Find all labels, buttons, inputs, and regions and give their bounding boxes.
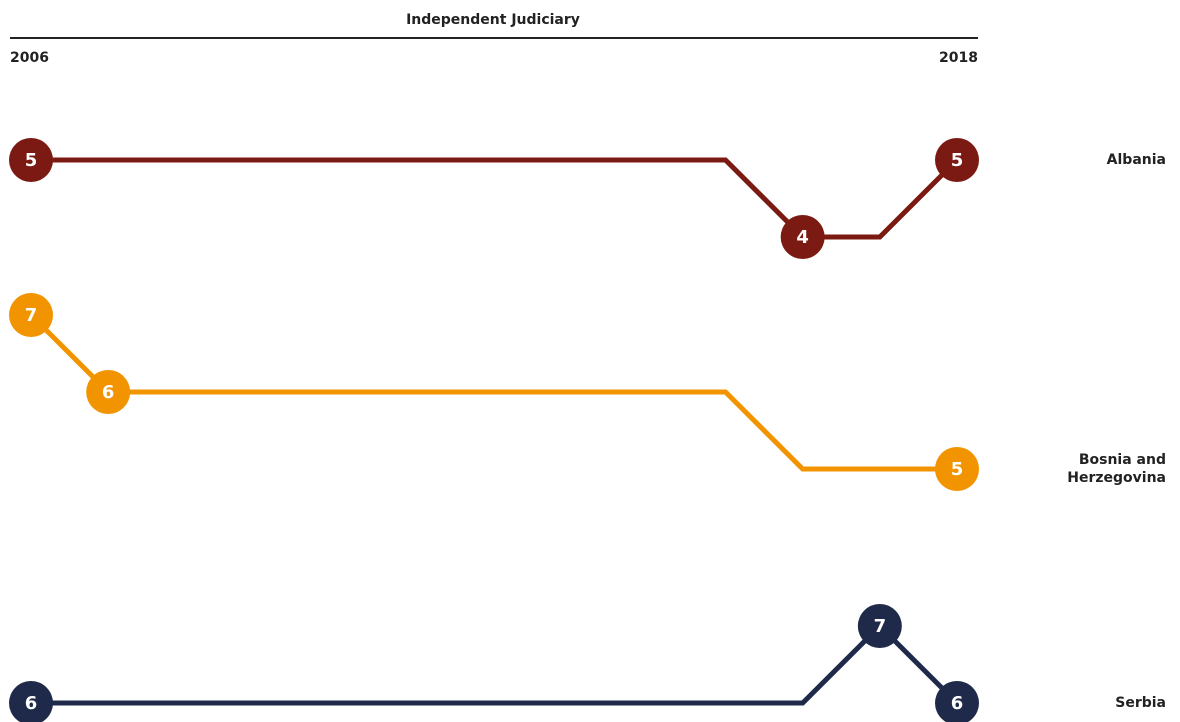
series-line (31, 622, 959, 706)
point-marker (935, 138, 979, 182)
series-label: Serbia (1115, 695, 1166, 711)
x-tick-label: 2006 (10, 50, 49, 66)
point-marker (780, 215, 825, 259)
point-label: 6 (102, 382, 115, 403)
series-line (29, 313, 957, 472)
point-label: 5 (25, 150, 38, 171)
point-marker (9, 138, 53, 182)
point-label: 7 (874, 616, 887, 637)
point-label: 4 (796, 227, 809, 248)
point-label: 5 (951, 459, 964, 480)
point-marker (935, 681, 979, 722)
point-label: 6 (25, 693, 38, 714)
point-label: 6 (951, 693, 964, 714)
point-label: 5 (951, 150, 964, 171)
point-marker (9, 681, 53, 722)
series-label: Bosnia and Herzegovina (1067, 452, 1166, 486)
point-marker (86, 370, 131, 414)
chart-title: Independent Judiciary (406, 12, 580, 28)
x-tick-label: 2018 (939, 50, 978, 66)
point-marker (9, 293, 53, 337)
series-label: Albania (1106, 152, 1166, 168)
point-marker (935, 447, 979, 491)
point-label: 7 (25, 305, 38, 326)
point-marker (857, 604, 902, 648)
